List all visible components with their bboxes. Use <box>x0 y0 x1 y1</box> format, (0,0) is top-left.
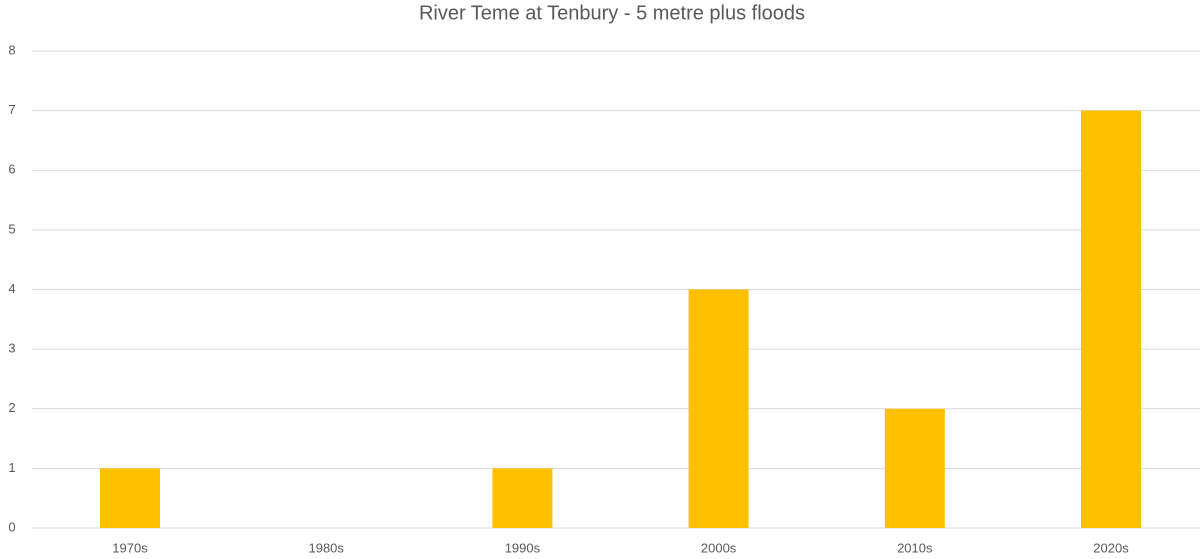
y-tick-label: 8 <box>8 42 15 57</box>
y-tick-label: 4 <box>8 281 15 296</box>
y-tick-label: 2 <box>8 400 15 415</box>
bar <box>884 408 945 528</box>
y-tick-label: 3 <box>8 341 15 356</box>
chart-title: River Teme at Tenbury - 5 metre plus flo… <box>419 2 805 24</box>
y-tick-label: 1 <box>8 460 15 475</box>
x-tick-label: 2000s <box>701 540 737 555</box>
bar <box>492 468 553 528</box>
y-tick-label: 6 <box>8 162 15 177</box>
y-tick-label: 5 <box>8 221 15 236</box>
x-tick-label: 1990s <box>505 540 541 555</box>
bar <box>688 289 749 528</box>
bar <box>1081 110 1141 528</box>
x-tick-label: 2010s <box>897 540 933 555</box>
x-tick-label: 1980s <box>308 540 344 555</box>
y-tick-label: 7 <box>8 102 15 117</box>
y-tick-label: 0 <box>8 519 15 534</box>
x-tick-label: 2020s <box>1093 540 1129 555</box>
bar <box>100 468 160 528</box>
x-tick-label: 1970s <box>112 540 148 555</box>
